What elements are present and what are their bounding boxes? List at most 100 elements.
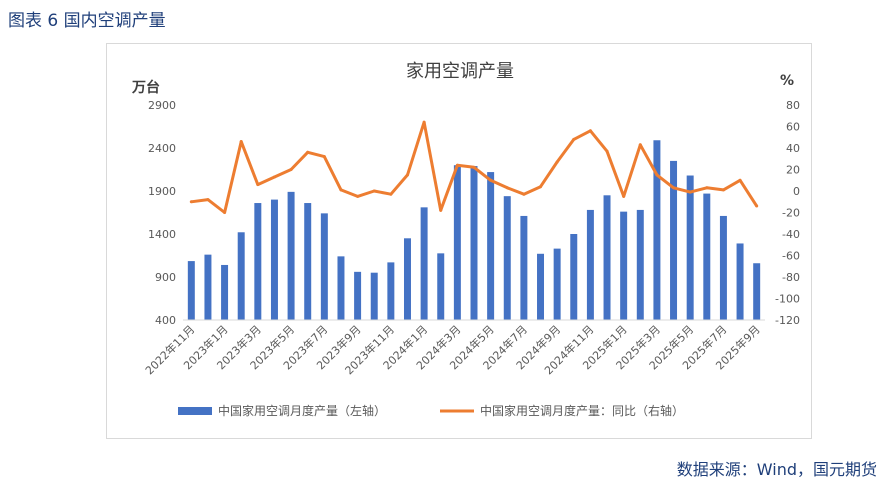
legend: 中国家用空调月度产量（左轴） 中国家用空调月度产量：同比（右轴） bbox=[178, 403, 684, 418]
left-axis-unit: 万台 bbox=[131, 79, 160, 96]
bar bbox=[736, 243, 744, 320]
left-tick-label: 1400 bbox=[148, 228, 176, 241]
yoy-point bbox=[522, 192, 526, 196]
right-tick-label: 20 bbox=[786, 164, 800, 177]
right-tick-label: 40 bbox=[786, 142, 800, 155]
bar bbox=[553, 248, 561, 320]
yoy-point bbox=[738, 178, 742, 182]
bar bbox=[320, 213, 328, 320]
yoy-point bbox=[672, 186, 676, 190]
bar bbox=[703, 193, 711, 320]
yoy-point bbox=[489, 178, 493, 182]
yoy-point bbox=[505, 186, 509, 190]
bar bbox=[570, 234, 578, 320]
yoy-point bbox=[256, 183, 260, 187]
bar bbox=[204, 254, 212, 320]
bar bbox=[620, 211, 628, 320]
yoy-point bbox=[605, 149, 609, 153]
bar bbox=[221, 264, 229, 320]
left-tick-label: 1900 bbox=[148, 185, 176, 198]
yoy-point bbox=[322, 155, 326, 159]
right-tick-label: 60 bbox=[786, 121, 800, 134]
yoy-point bbox=[472, 165, 476, 169]
legend-bar-swatch bbox=[178, 407, 212, 415]
right-tick-label: -20 bbox=[782, 207, 800, 220]
yoy-point bbox=[422, 120, 426, 124]
right-axis-unit: % bbox=[780, 73, 794, 89]
yoy-point bbox=[755, 204, 759, 208]
bar bbox=[254, 203, 262, 320]
figure-title: 图表 6 国内空调产量 bbox=[8, 11, 166, 31]
yoy-point bbox=[306, 150, 310, 154]
right-tick-label: -100 bbox=[775, 293, 800, 306]
yoy-point bbox=[372, 189, 376, 193]
yoy-point bbox=[289, 168, 293, 171]
bar bbox=[453, 165, 461, 320]
yoy-point bbox=[239, 140, 243, 144]
yoy-point bbox=[588, 129, 592, 133]
chart-title: 家用空调产量 bbox=[406, 61, 514, 82]
right-tick-label: -60 bbox=[782, 250, 800, 263]
line-series bbox=[189, 120, 759, 214]
bar bbox=[719, 215, 727, 320]
yoy-point bbox=[638, 143, 642, 147]
yoy-point bbox=[356, 194, 360, 198]
yoy-point bbox=[339, 188, 343, 192]
source-note: 数据来源：Wind，国元期货 bbox=[676, 460, 877, 479]
bar bbox=[670, 160, 678, 320]
yoy-point bbox=[688, 190, 692, 194]
bar bbox=[354, 271, 362, 320]
yoy-point bbox=[555, 160, 559, 164]
x-axis: 2022年11月2023年1月2023年3月2023年5月2023年7月2023… bbox=[142, 322, 763, 377]
bar bbox=[470, 166, 478, 320]
bar bbox=[287, 191, 295, 320]
bar bbox=[653, 140, 661, 320]
bar bbox=[187, 261, 195, 320]
right-tick-label: 0 bbox=[793, 185, 800, 198]
yoy-point bbox=[705, 186, 709, 190]
left-tick-label: 2900 bbox=[148, 99, 176, 112]
bar bbox=[636, 209, 644, 320]
legend-label-bars: 中国家用空调月度产量（左轴） bbox=[218, 403, 386, 418]
bar bbox=[337, 256, 345, 320]
right-tick-label: -80 bbox=[782, 271, 800, 284]
bar bbox=[686, 175, 694, 320]
yoy-point bbox=[539, 185, 543, 189]
bar bbox=[503, 196, 511, 320]
yoy-point bbox=[405, 173, 409, 177]
left-axis: 400 900 1400 1900 2400 2900 bbox=[148, 99, 176, 327]
yoy-point bbox=[389, 192, 393, 196]
right-tick-label: -120 bbox=[775, 314, 800, 327]
left-tick-label: 900 bbox=[155, 271, 176, 284]
yoy-point bbox=[455, 163, 459, 167]
bar bbox=[403, 238, 411, 320]
yoy-point bbox=[206, 198, 210, 202]
bar bbox=[304, 203, 312, 320]
bar bbox=[270, 199, 278, 320]
bar bbox=[603, 195, 611, 320]
yoy-point bbox=[721, 188, 725, 192]
right-axis: -120 -100 -80 -60 -40 -20 0 20 40 60 80 bbox=[775, 99, 800, 327]
yoy-point bbox=[272, 175, 276, 179]
bar bbox=[753, 263, 761, 320]
yoy-point bbox=[189, 200, 193, 204]
yoy-point bbox=[223, 211, 227, 214]
yoy-point bbox=[572, 137, 576, 141]
bar bbox=[237, 232, 245, 320]
bar bbox=[437, 253, 445, 320]
left-tick-label: 2400 bbox=[148, 142, 176, 155]
right-tick-label: 80 bbox=[786, 99, 800, 112]
left-tick-label: 400 bbox=[155, 314, 176, 327]
bar bbox=[387, 262, 395, 320]
bar bbox=[586, 209, 594, 320]
bar bbox=[520, 215, 528, 320]
bar bbox=[487, 172, 495, 320]
legend-label-line: 中国家用空调月度产量：同比（右轴） bbox=[480, 403, 684, 418]
bar bbox=[420, 207, 428, 320]
bar bbox=[537, 253, 545, 320]
yoy-point bbox=[439, 208, 443, 212]
right-tick-label: -40 bbox=[782, 228, 800, 241]
yoy-point bbox=[622, 194, 626, 198]
bar-series bbox=[187, 140, 761, 320]
